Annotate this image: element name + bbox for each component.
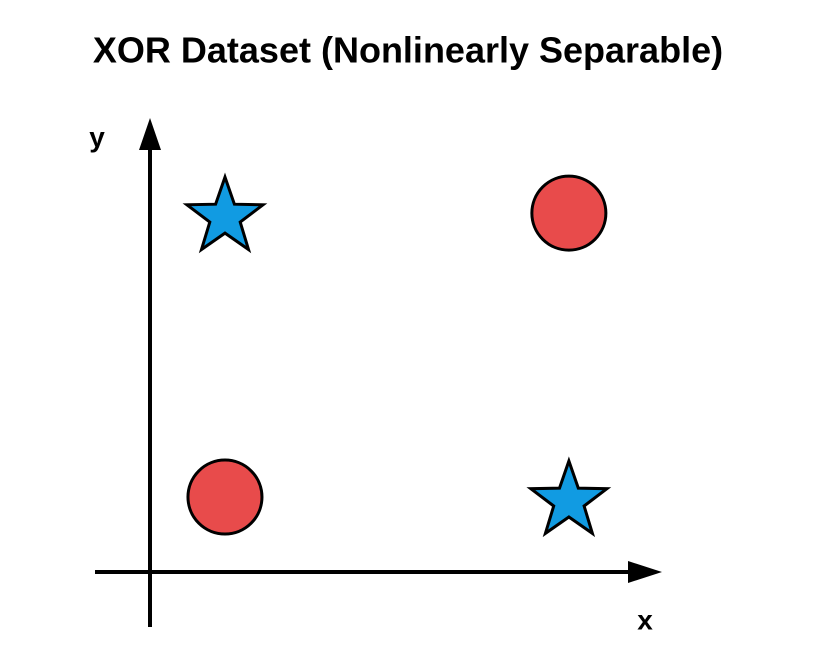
circle-point <box>186 458 264 536</box>
y-axis-label: y <box>89 121 105 152</box>
circle-point <box>530 174 608 252</box>
x-axis-label: x <box>637 604 653 635</box>
chart-title: XOR Dataset (Nonlinearly Separable) <box>93 30 723 71</box>
y-axis-arrow <box>139 118 161 150</box>
star-point <box>526 456 612 538</box>
star-point <box>182 172 268 254</box>
x-axis-arrow <box>628 561 662 583</box>
